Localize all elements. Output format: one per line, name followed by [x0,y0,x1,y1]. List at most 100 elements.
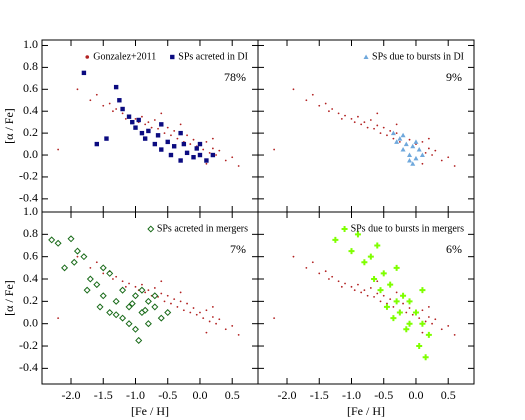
point [344,282,346,285]
point [237,333,240,336]
point [106,309,114,317]
point [115,108,118,110]
point [389,130,392,132]
point [416,343,423,350]
point [135,336,143,344]
point [202,317,205,320]
point [407,152,413,158]
x-tick-label: 0.0 [408,388,423,402]
point [407,158,413,163]
y-tick-label: 0.4 [23,271,38,285]
point [413,155,419,161]
panel-frame [41,39,259,213]
point [102,272,105,275]
point [311,93,314,96]
point [440,328,443,331]
point [369,287,372,289]
point [357,115,359,118]
point [394,139,400,144]
y-tick-label: -0.2 [19,169,38,183]
point [376,112,379,115]
point [324,102,327,105]
point [141,306,149,314]
point [397,136,403,141]
point [434,318,437,321]
point [171,144,177,149]
y-tick-label: 0.0 [23,147,38,161]
point [427,147,430,150]
point [402,302,404,305]
point [141,283,143,286]
point [393,264,400,271]
point [197,152,203,158]
point [121,280,124,283]
point [157,314,165,322]
point [210,152,216,158]
point [184,150,190,156]
legend-marker [85,55,90,59]
point [176,137,179,140]
point [205,309,208,312]
point [305,266,308,269]
point [427,316,430,318]
point [126,114,132,119]
point [89,266,92,269]
point [413,139,419,144]
point [412,309,419,316]
point [134,285,137,288]
point [408,138,411,141]
point [380,270,387,277]
point [57,148,60,151]
point [80,253,88,261]
point [144,297,152,305]
y-tick-label: 1.0 [23,37,38,51]
point [424,151,427,154]
point [159,147,164,152]
x-tick-label: 0.0 [192,388,207,402]
point [390,130,396,136]
point [144,320,152,328]
point [453,165,456,167]
point [218,318,221,321]
point [93,281,101,289]
point [195,313,198,316]
point [130,119,135,125]
point [147,289,150,292]
point [181,141,187,147]
annotation: 7% [230,242,246,256]
point [99,292,107,300]
point [70,258,78,266]
point [373,127,375,130]
point [208,320,211,323]
x-tick-label: -1.0 [342,388,361,402]
point [395,123,398,126]
point [113,84,119,90]
point [395,132,398,135]
y-tick-label: 0.2 [23,125,38,139]
point [163,300,166,303]
point [139,130,145,136]
x-tick-label: -2.0 [62,388,81,402]
point [224,328,227,331]
point [95,93,98,96]
point [390,315,397,322]
point [218,149,221,152]
point [151,303,159,311]
point [179,291,182,294]
legend-marker [363,54,369,59]
annotation: 6% [446,242,462,256]
point [189,311,192,314]
point [419,320,426,327]
point [115,275,118,278]
y-tick-label: 0.2 [23,293,38,307]
point [128,300,136,308]
point [273,148,276,151]
point [112,278,114,280]
point [431,154,433,156]
point [155,133,161,138]
point [108,102,111,105]
point [141,115,143,118]
annotation: 78% [224,70,246,84]
point [406,320,413,327]
x-tick-label: 0.5 [441,388,456,402]
